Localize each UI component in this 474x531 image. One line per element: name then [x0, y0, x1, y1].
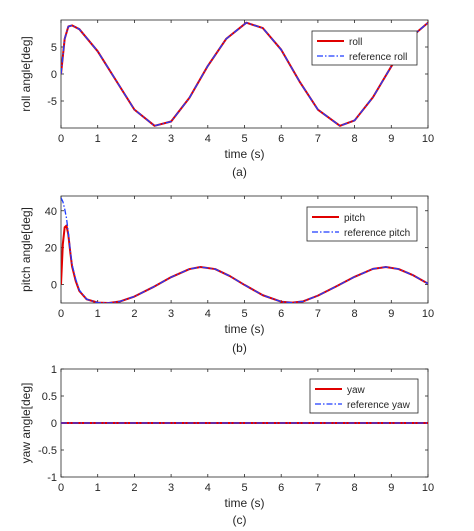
x-tick-label: 4 — [205, 133, 211, 145]
legend-label: reference yaw — [347, 400, 411, 411]
y-tick-label: 0.5 — [42, 391, 57, 403]
x-tick-label: 1 — [95, 482, 101, 494]
chart-3: 0 1 2 3 4 5 6 7 8 9 10 -1 -0.5 0 0.5 1 time (s) yaw angle… — [19, 364, 434, 527]
y-axis-label: pitch angle[deg] — [19, 207, 33, 292]
x-tick-label: 6 — [278, 133, 284, 145]
x-tick-label: 3 — [168, 482, 174, 494]
chart-1: 0 1 2 3 4 5 6 7 8 9 10 -5 0 5 time (s) roll angle[deg] (… — [19, 19, 434, 179]
x-tick-label: 5 — [241, 308, 247, 320]
chart-2: 0 1 2 3 4 5 6 7 8 9 10 0 20 40 time (s) pitch angle[deg… — [19, 195, 434, 355]
x-tick-label: 9 — [388, 482, 394, 494]
legend-label: yaw — [347, 385, 366, 396]
legend-label: pitch — [344, 213, 365, 224]
x-tick-label: 1 — [95, 133, 101, 145]
x-tick-label: 0 — [58, 482, 64, 494]
chart-caption: (c) — [233, 513, 247, 527]
x-tick-label: 7 — [315, 482, 321, 494]
x-tick-label: 8 — [352, 482, 358, 494]
x-tick-label: 10 — [422, 133, 434, 145]
series-line-reference-roll — [61, 22, 428, 127]
x-tick-label: 3 — [168, 308, 174, 320]
x-tick-label: 0 — [58, 308, 64, 320]
x-tick-label: 9 — [388, 133, 394, 145]
x-axis-label: time (s) — [225, 496, 265, 510]
x-tick-label: 2 — [131, 308, 137, 320]
y-tick-label: 20 — [45, 243, 57, 255]
x-tick-label: 6 — [278, 482, 284, 494]
legend-label: reference roll — [349, 52, 407, 63]
chart-caption: (b) — [232, 341, 247, 355]
x-tick-label: 8 — [352, 133, 358, 145]
x-tick-label: 10 — [422, 482, 434, 494]
legend: pitch reference pitch — [306, 206, 418, 242]
x-tick-label: 5 — [241, 482, 247, 494]
x-tick-label: 4 — [205, 482, 211, 494]
x-tick-label: 1 — [95, 308, 101, 320]
chart-caption: (a) — [232, 165, 247, 179]
y-tick-label: 5 — [51, 42, 57, 54]
y-tick-label: 0 — [51, 69, 57, 81]
x-tick-label: 5 — [241, 133, 247, 145]
x-tick-label: 2 — [131, 482, 137, 494]
y-axis-label: yaw angle[deg] — [19, 383, 33, 464]
legend: roll reference roll — [311, 30, 418, 66]
x-tick-label: 3 — [168, 133, 174, 145]
legend: yaw reference yaw — [309, 378, 419, 414]
y-tick-label: 40 — [45, 206, 57, 218]
x-tick-label: 4 — [205, 308, 211, 320]
x-tick-label: 7 — [315, 308, 321, 320]
x-tick-label: 6 — [278, 308, 284, 320]
series-line-reference-pitch — [61, 197, 428, 303]
x-axis-label: time (s) — [225, 322, 265, 336]
legend-label: roll — [349, 37, 362, 48]
x-axis-label: time (s) — [225, 147, 265, 161]
x-tick-label: 10 — [422, 308, 434, 320]
y-tick-label: 0 — [51, 280, 57, 292]
legend-box — [306, 206, 418, 242]
x-tick-label: 2 — [131, 133, 137, 145]
x-tick-label: 8 — [352, 308, 358, 320]
y-tick-label: -0.5 — [38, 445, 57, 457]
legend-label: reference pitch — [344, 228, 410, 239]
x-tick-label: 7 — [315, 133, 321, 145]
y-tick-label: 0 — [51, 418, 57, 430]
y-tick-label: 1 — [51, 364, 57, 376]
legend-box — [309, 378, 419, 414]
y-tick-label: -1 — [47, 472, 57, 484]
x-tick-label: 9 — [388, 308, 394, 320]
y-axis-label: roll angle[deg] — [19, 36, 33, 111]
x-tick-label: 0 — [58, 133, 64, 145]
y-tick-label: -5 — [47, 96, 57, 108]
legend-box — [311, 30, 418, 66]
